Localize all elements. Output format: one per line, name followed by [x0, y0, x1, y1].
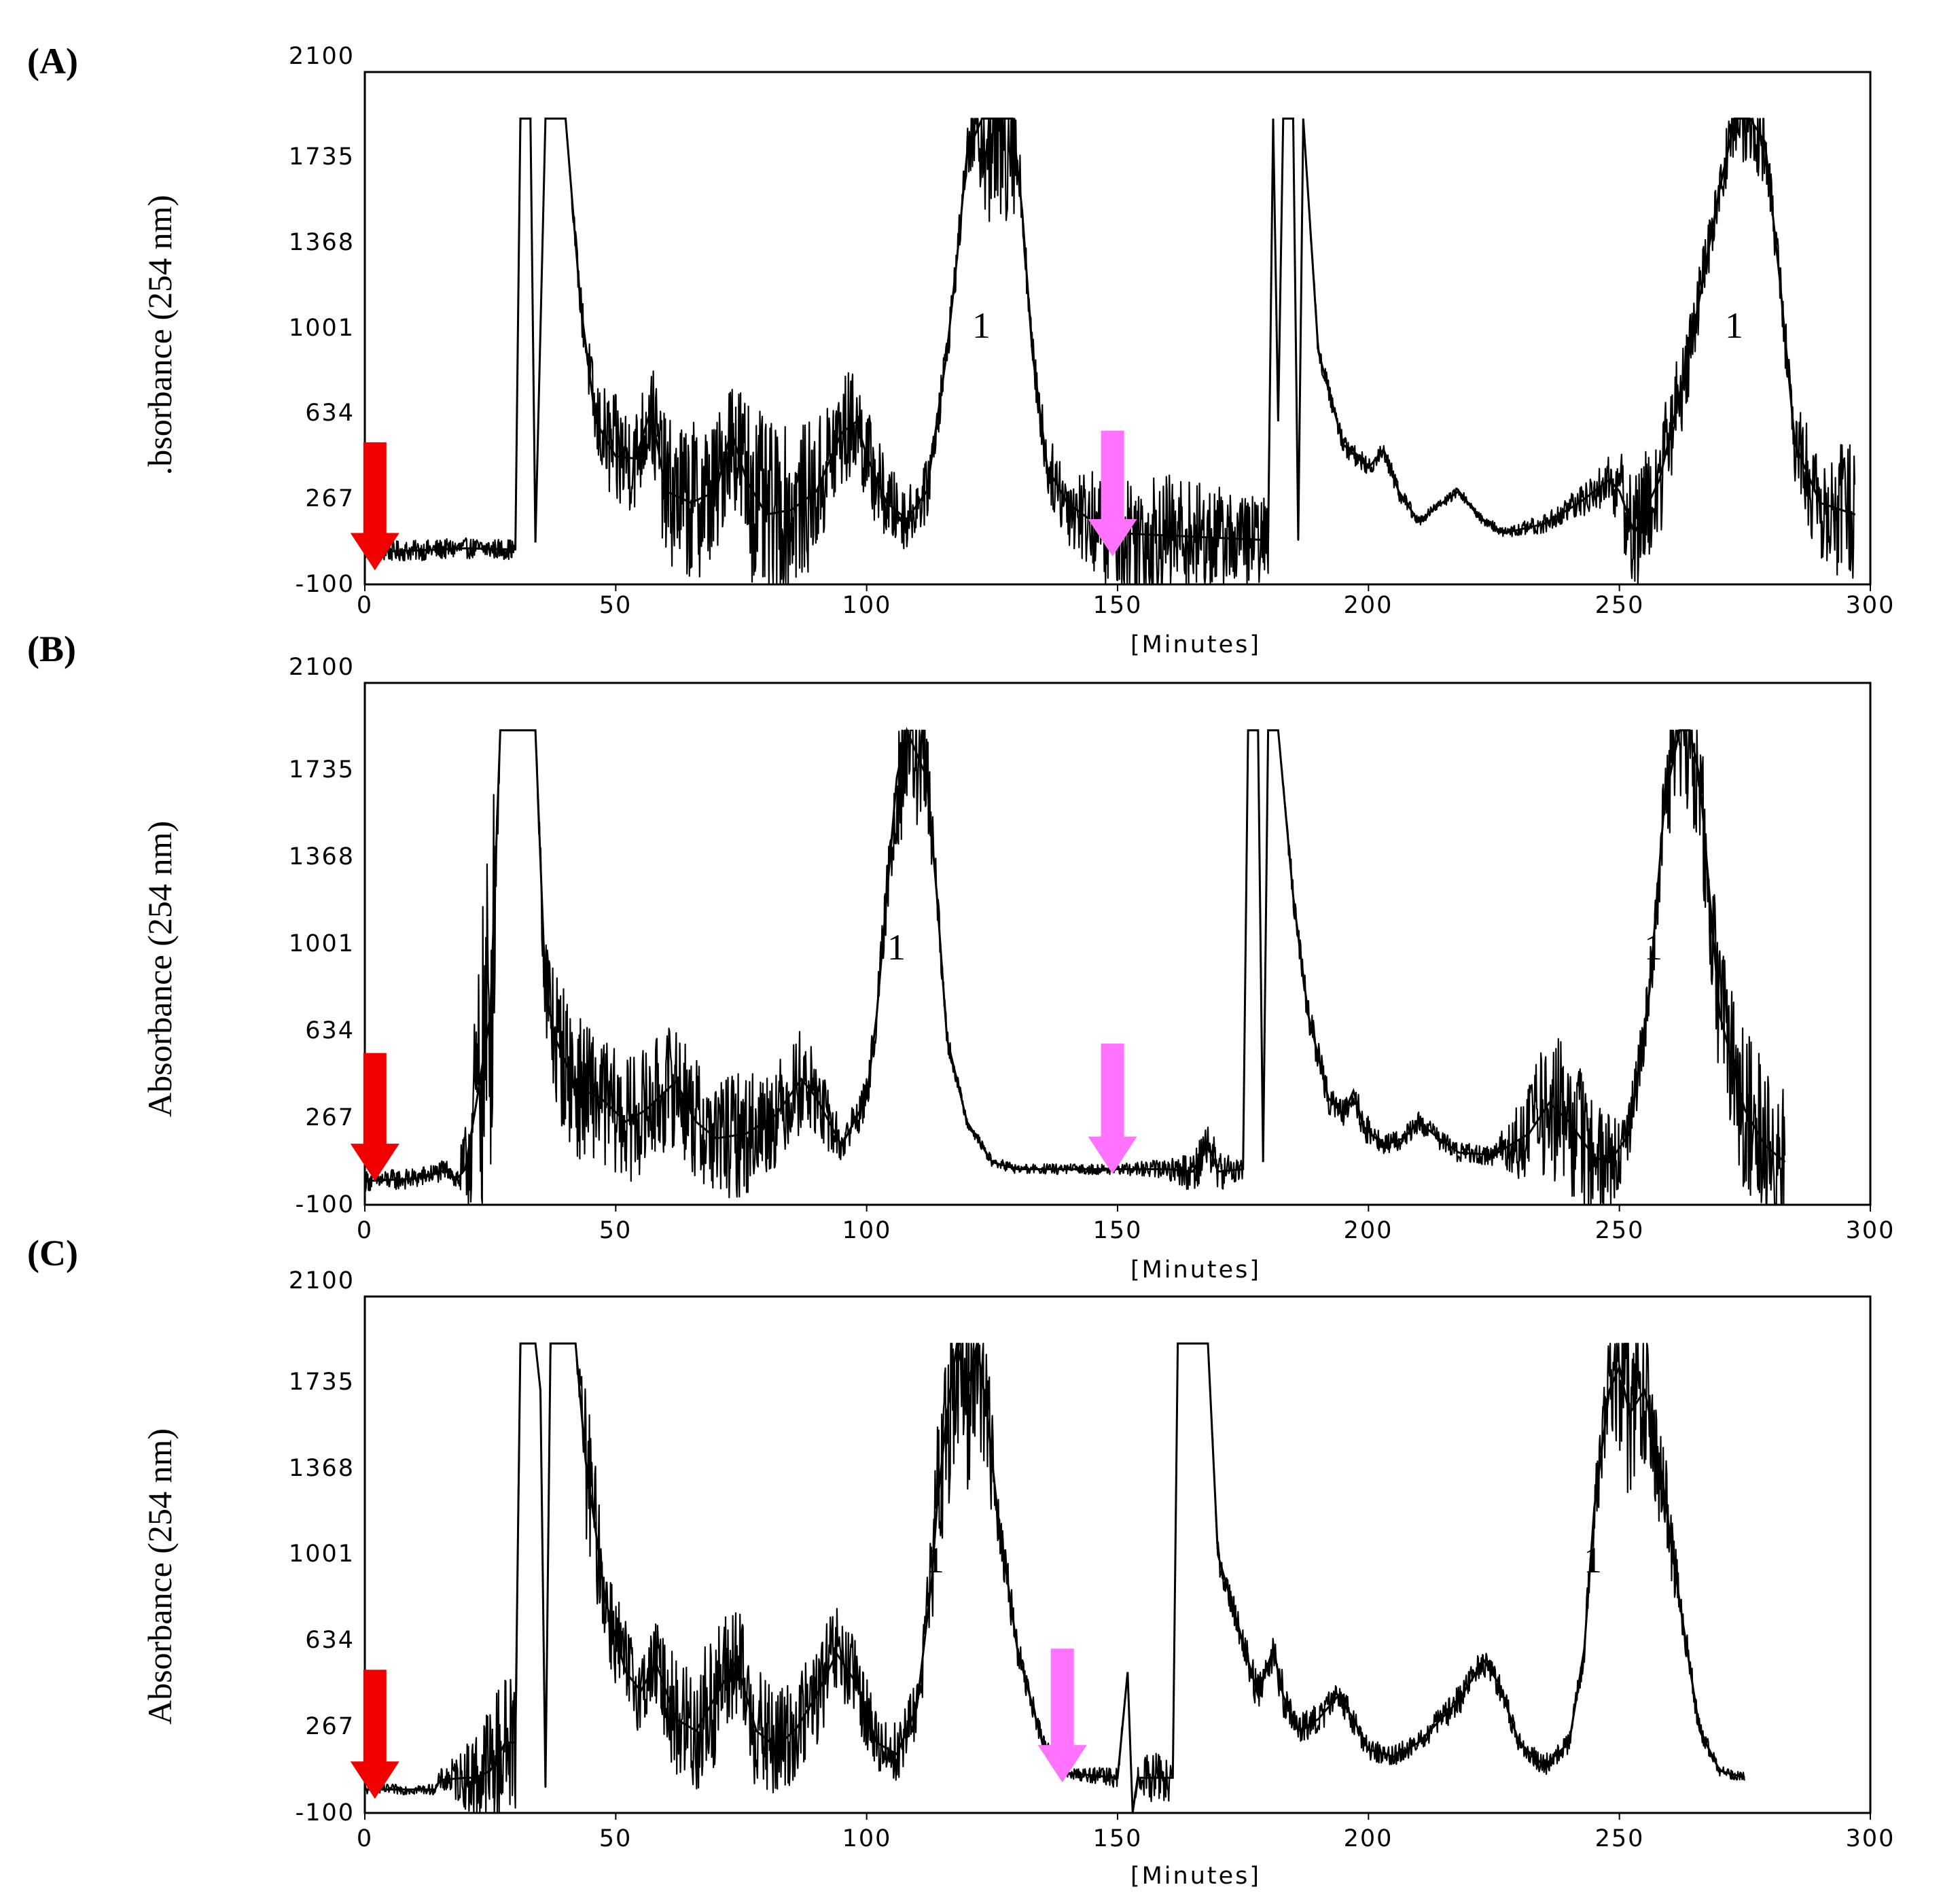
panel-b-x-tick: 250: [1595, 1217, 1645, 1244]
panel-a-x-tick: 50: [599, 592, 632, 619]
panel-b-y-ticks: -100 267 634 1001 1368 1735 2100: [289, 654, 355, 1218]
panel-b-x-tick: 200: [1344, 1217, 1393, 1244]
panel-a: (A) .bsorbance (254 nm) -100 267 634 100…: [27, 41, 1895, 658]
panel-b-peak-label: 1: [887, 927, 906, 968]
panel-c-x-tick: 150: [1093, 1825, 1143, 1852]
panel-c-peak-labels: 1 1: [926, 1540, 1602, 1581]
panel-c-y-tick: 2100: [289, 1267, 355, 1294]
panel-a-arrow-layer: [350, 430, 1137, 571]
panel-c-x-tick: 250: [1595, 1825, 1645, 1852]
panel-c-x-tick: 50: [599, 1825, 632, 1852]
panel-b-tick-marks: [364, 1205, 1871, 1212]
panel-a-x-axis-label: [Minutes]: [1130, 631, 1261, 658]
panel-c: (C) Absorbance (254 nm) -100 267 634 100…: [27, 1233, 1895, 1890]
panel-a-y-tick: 634: [305, 400, 355, 427]
panel-a-trace-envelope: [364, 118, 1856, 553]
panel-a-y-tick: 1001: [289, 315, 355, 342]
panel-b-y-tick: 1001: [289, 930, 355, 957]
panel-b-x-tick: 50: [599, 1217, 632, 1244]
panel-c-y-tick: 267: [305, 1713, 355, 1740]
panel-c-y-tick: 634: [305, 1627, 355, 1654]
panel-a-x-tick: 150: [1093, 592, 1143, 619]
panel-c-y-ticks: -100 267 634 1001 1368 1735 2100: [289, 1267, 355, 1827]
pink-arrow-icon: [1037, 1649, 1087, 1783]
panel-c-y-tick: 1735: [289, 1369, 355, 1396]
panel-b-y-axis-label: Absorbance (254 nm): [141, 821, 179, 1117]
panel-c-x-ticks: 0 50 100 150 200 250 300: [357, 1825, 1895, 1852]
panel-c-arrow-layer: [350, 1649, 1087, 1799]
panel-b-y-tick: 634: [305, 1017, 355, 1044]
panel-c-x-axis-label: [Minutes]: [1130, 1863, 1261, 1890]
panel-b-y-tick: 2100: [289, 654, 355, 681]
panel-c-label: (C): [27, 1233, 78, 1273]
panel-c-y-tick: 1368: [289, 1455, 355, 1482]
panel-b: (B) Absorbance (254 nm) -100 267 634 100…: [27, 629, 1895, 1284]
panel-b-x-tick: 100: [842, 1217, 892, 1244]
panel-b-y-tick: -100: [296, 1191, 355, 1218]
panel-a-y-tick: 2100: [289, 43, 355, 70]
red-arrow-icon: [350, 442, 399, 571]
panel-c-y-tick: 1001: [289, 1540, 355, 1568]
panel-b-x-tick: 300: [1846, 1217, 1895, 1244]
panel-b-y-tick: 1368: [289, 843, 355, 870]
panel-b-peak-labels: 1 1: [887, 927, 1662, 968]
pink-arrow-icon: [1088, 430, 1137, 557]
panel-b-y-tick: 1735: [289, 756, 355, 783]
panel-b-absorbance-trace: [363, 729, 1786, 1205]
panel-b-trace-envelope: [364, 726, 1786, 1183]
pink-arrow-icon: [1088, 1043, 1137, 1174]
red-arrow-icon: [350, 1670, 399, 1799]
panel-c-y-axis-label: Absorbance (254 nm): [141, 1428, 179, 1725]
panel-a-y-ticks: -100 267 634 1001 1368 1735 2100: [289, 43, 355, 598]
panel-a-label: (A): [27, 41, 78, 82]
panel-b-x-tick: 150: [1093, 1217, 1143, 1244]
panel-a-y-tick: 267: [305, 485, 355, 512]
panel-c-tick-marks: [364, 1813, 1871, 1820]
panel-a-x-tick: 250: [1595, 592, 1645, 619]
panel-a-x-ticks: 0 50 100 150 200 250 300: [357, 592, 1895, 619]
panel-b-trace-layer: [363, 726, 1786, 1205]
panel-b-label: (B): [27, 629, 76, 669]
panel-c-y-tick: -100: [296, 1799, 355, 1827]
panel-c-peak-label: 1: [926, 1540, 944, 1581]
panel-a-y-axis-label: .bsorbance (254 nm): [141, 195, 179, 475]
panel-a-y-tick: 1735: [289, 143, 355, 171]
panel-a-x-tick: 300: [1846, 592, 1895, 619]
panel-a-peak-label: 1: [1725, 305, 1743, 346]
panel-a-y-tick: -100: [296, 571, 355, 598]
panel-a-y-tick: 1368: [289, 229, 355, 256]
panel-a-peak-labels: 1 1: [972, 305, 1743, 346]
panel-b-x-ticks: 0 50 100 150 200 250 300: [357, 1217, 1895, 1244]
panel-b-x-tick: 0: [357, 1217, 373, 1244]
panel-b-x-axis-label: [Minutes]: [1130, 1256, 1261, 1284]
panel-a-x-tick: 0: [357, 592, 373, 619]
panel-c-x-tick: 300: [1846, 1825, 1895, 1852]
panel-b-y-tick: 267: [305, 1104, 355, 1131]
panel-a-peak-label: 1: [972, 305, 991, 346]
panel-a-x-tick: 100: [842, 592, 892, 619]
panel-c-peak-label: 1: [1584, 1540, 1602, 1581]
panel-a-x-tick: 200: [1344, 592, 1393, 619]
panel-b-arrow-layer: [350, 1043, 1137, 1182]
panel-b-peak-label: 1: [1644, 927, 1662, 968]
panel-c-x-tick: 100: [842, 1825, 892, 1852]
panel-a-tick-marks: [364, 584, 1871, 591]
panel-c-x-tick: 0: [357, 1825, 373, 1852]
panel-c-x-tick: 200: [1344, 1825, 1393, 1852]
red-arrow-icon: [350, 1053, 399, 1182]
